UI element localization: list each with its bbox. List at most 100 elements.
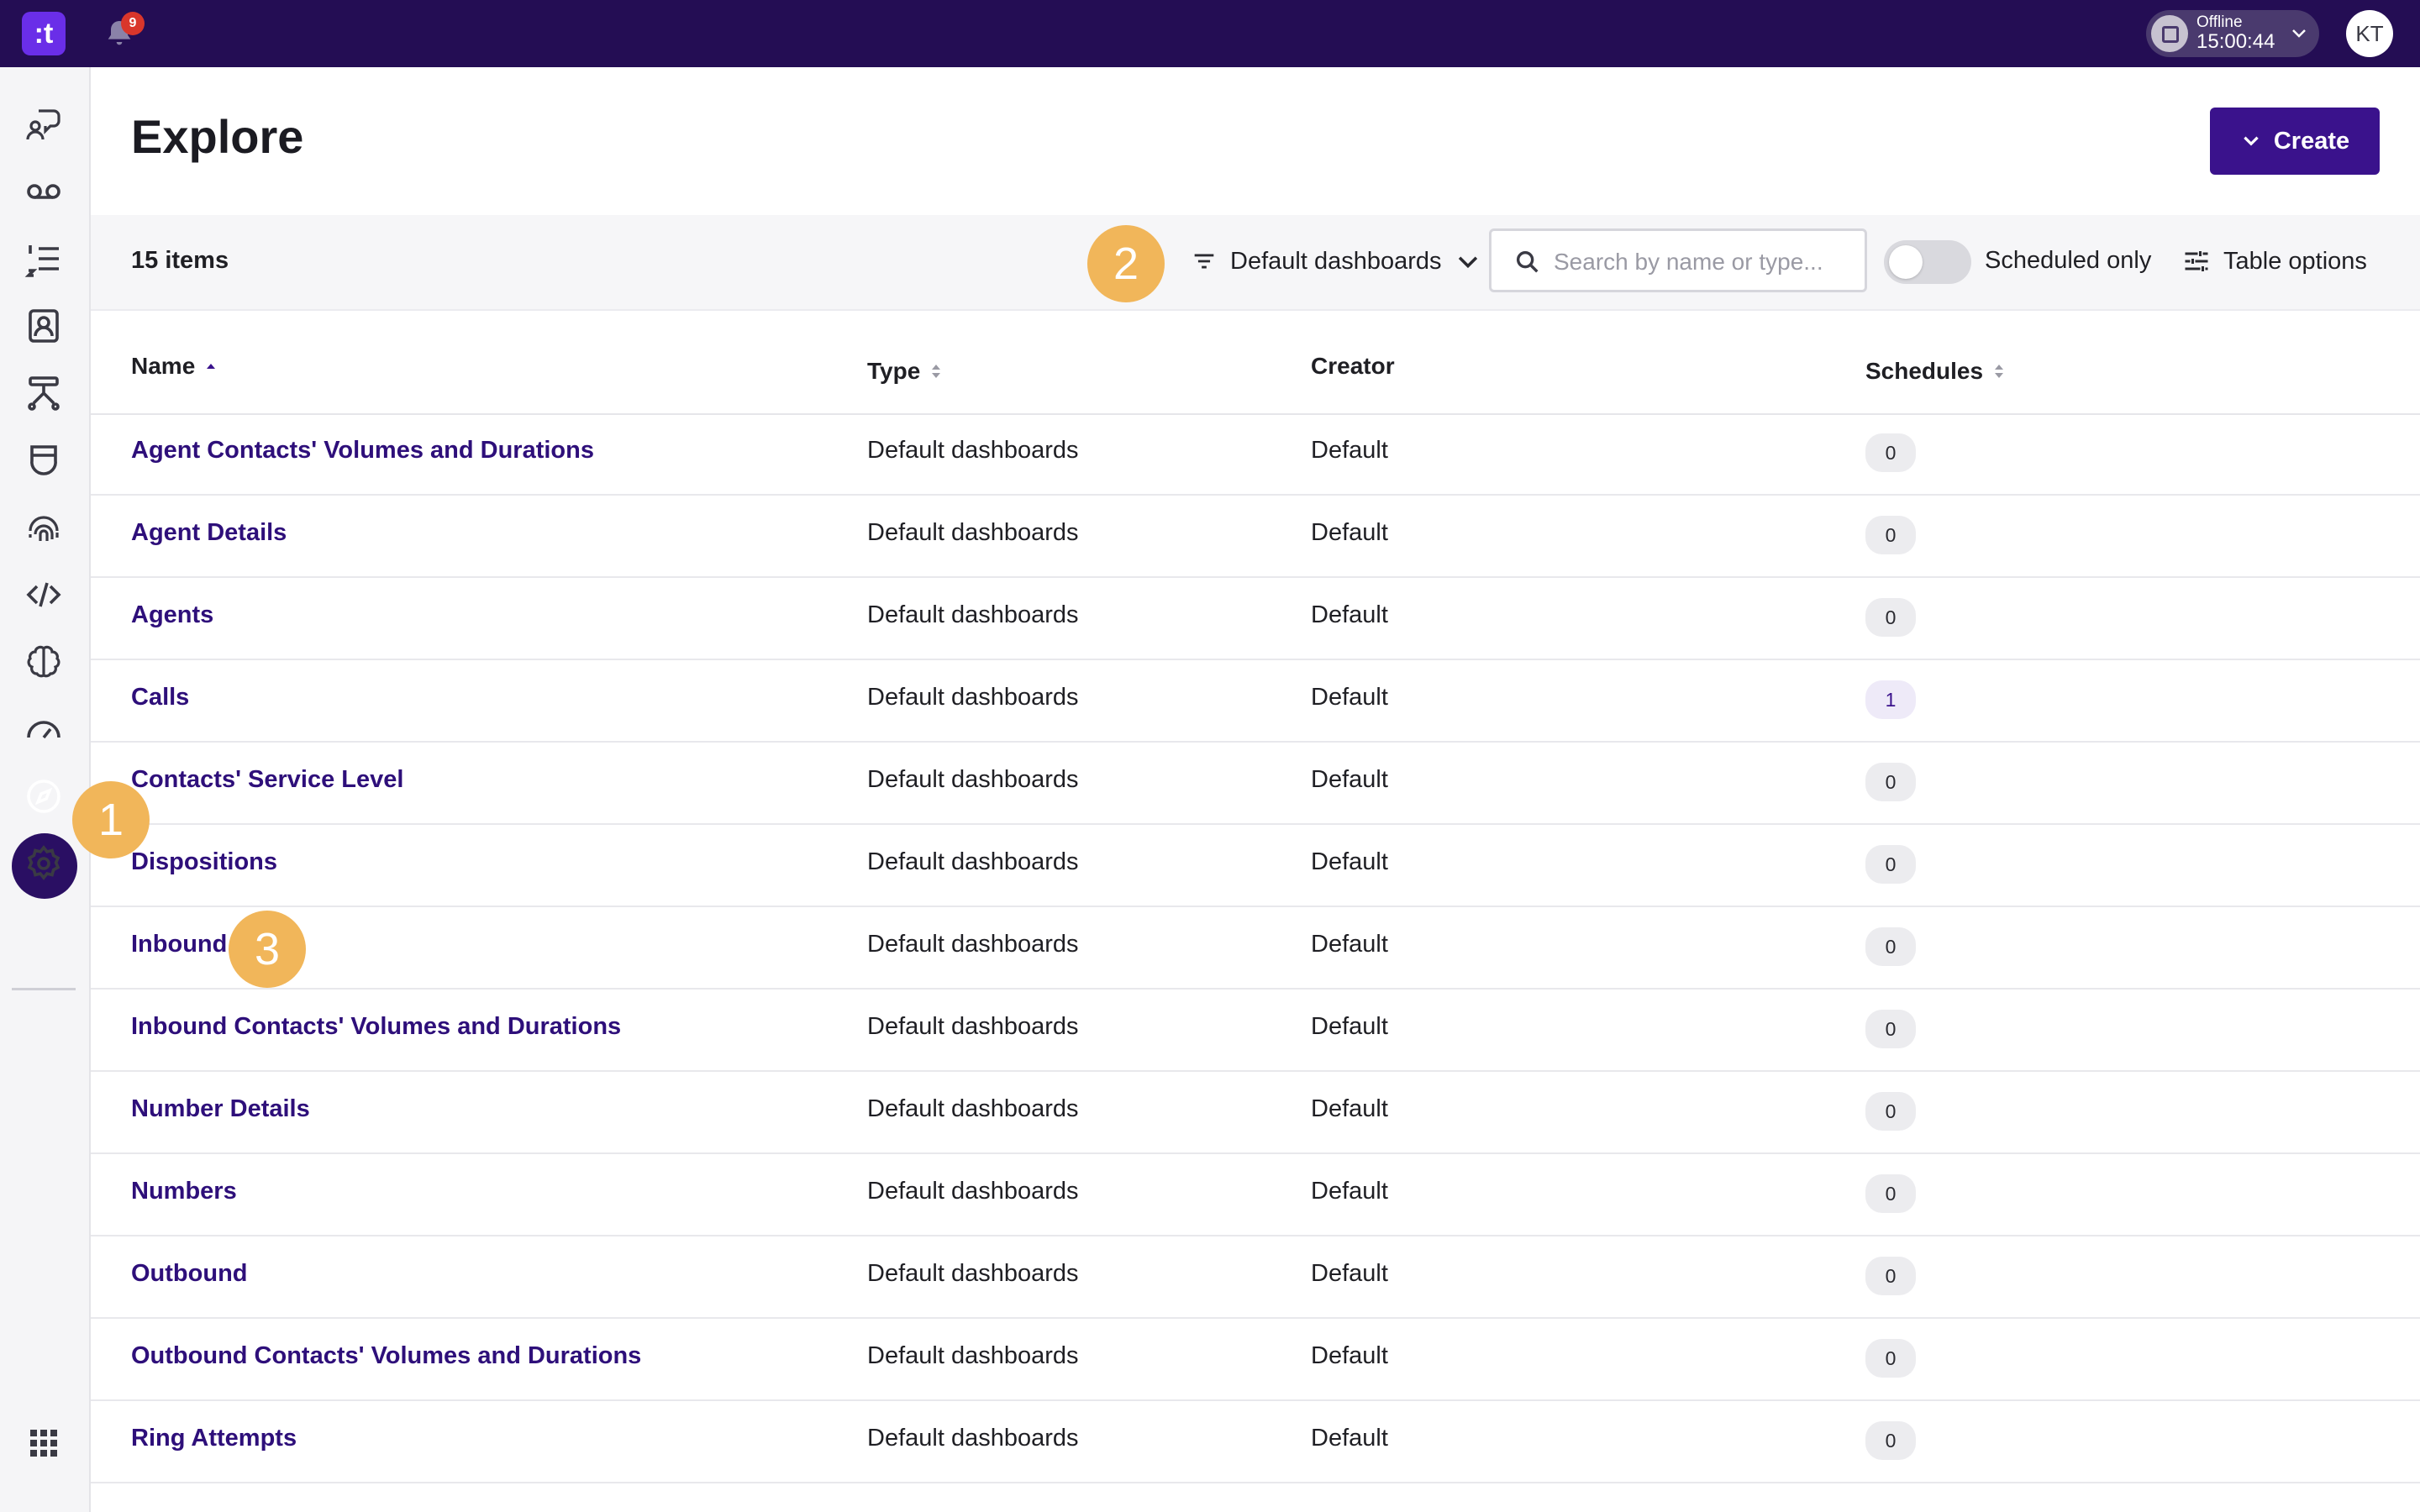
sort-icon [1995,365,2004,378]
sidebar-item-explore[interactable] [24,776,64,816]
dashboard-name-link[interactable]: Agent Contacts' Volumes and Durations [131,437,594,464]
fingerprint-icon [29,516,59,541]
sidebar-item-conversations[interactable] [24,104,64,144]
sidebar-item-security[interactable] [24,440,64,480]
dashboard-name-link[interactable]: Outbound [131,1260,248,1287]
dashboard-name-link[interactable]: Number Details [131,1095,310,1122]
table-row[interactable]: Agents Default dashboards Default 0 [91,578,2420,660]
table-row[interactable]: Contacts' Service Level Default dashboar… [91,743,2420,825]
voicemail-icon [27,184,60,199]
chevron-down-icon [2292,29,2306,38]
dashboard-creator: Default [1311,437,1388,464]
dashboard-type: Default dashboards [867,766,1079,793]
status-stop-icon [2151,15,2188,52]
table-row[interactable]: Agent Contacts' Volumes and Durations De… [91,413,2420,496]
dashboard-name-link[interactable]: Inbound [131,931,228,958]
sidebar-item-dashboards[interactable] [24,709,64,749]
column-header-creator-label: Creator [1311,353,1395,379]
table-row[interactable]: Numbers Default dashboards Default 0 [91,1154,2420,1236]
sidebar-item-queues[interactable] [24,239,64,279]
search-icon [1516,250,1539,273]
filter-icon [1194,254,1214,269]
dashboard-name-link[interactable]: Ring Attempts [131,1425,297,1452]
sidebar-active-indicator [12,833,77,899]
sort-ascending-icon [207,364,216,369]
dashboard-type: Default dashboards [867,1095,1079,1122]
table-options-label: Table options [2223,247,2367,275]
sidebar-item-voicemail[interactable] [24,171,64,212]
column-header-schedules[interactable]: Schedules [1865,358,2007,385]
dashboard-type: Default dashboards [867,1425,1079,1452]
table-row[interactable]: Outbound Default dashboards Default 0 [91,1236,2420,1319]
create-button[interactable]: Create [2210,108,2380,175]
status-label: Offline [2196,13,2243,31]
schedules-count-badge: 0 [1865,1092,1916,1131]
top-bar: :t 9 Offline 15:00:44 KT [0,0,2420,67]
sidebar-item-ai[interactable] [24,642,64,682]
code-icon [26,582,61,607]
schedules-count-badge: 0 [1865,433,1916,472]
dashboard-creator: Default [1311,601,1388,628]
sidebar-item-apps[interactable] [24,1423,64,1463]
scheduled-only-toggle[interactable] [1884,240,1971,284]
dashboard-type: Default dashboards [867,931,1079,958]
column-header-schedules-label: Schedules [1865,358,1984,384]
column-header-name-label: Name [131,353,196,379]
table-row[interactable]: Agent Details Default dashboards Default… [91,496,2420,578]
dashboard-name-link[interactable]: Numbers [131,1178,237,1205]
column-header-type[interactable]: Type [867,358,944,385]
dashboard-name-link[interactable]: Dispositions [131,848,278,875]
chevron-down-icon [1458,256,1477,269]
annotation-marker-1: 1 [72,781,150,858]
dashboard-name-link[interactable]: Outbound Contacts' Volumes and Durations [131,1342,642,1369]
sidebar-item-settings[interactable] [24,843,64,884]
notification-badge: 9 [121,12,145,35]
table-row[interactable]: Outbound Contacts' Volumes and Durations… [91,1319,2420,1401]
schedules-count-badge: 1 [1865,680,1916,719]
column-header-name[interactable]: Name [131,353,218,380]
column-header-type-label: Type [867,358,921,384]
list-numbered-icon [24,245,59,277]
scheduled-only-label: Scheduled only [1985,247,2152,274]
chevron-down-icon [2244,136,2259,146]
sliders-icon [2185,251,2208,271]
table-row[interactable]: Dispositions Default dashboards Default … [91,825,2420,907]
table-options-button[interactable]: Table options [2181,240,2367,282]
dashboard-type: Default dashboards [867,1342,1079,1369]
table-row[interactable]: Ring Attempts Default dashboards Default… [91,1401,2420,1483]
sidebar-item-identity[interactable] [24,507,64,548]
dashboard-name-link[interactable]: Calls [131,684,190,711]
dashboard-name-link[interactable]: Contacts' Service Level [131,766,404,793]
table-row[interactable]: Inbound Contacts' Volumes and Durations … [91,990,2420,1072]
table-row[interactable]: Calls Default dashboards Default 1 [91,660,2420,743]
table-row[interactable]: Inbound Default dashboards Default 0 [91,907,2420,990]
dashboard-creator: Default [1311,931,1388,958]
table-row[interactable]: Number Details Default dashboards Defaul… [91,1072,2420,1154]
dashboard-name-link[interactable]: Inbound Contacts' Volumes and Durations [131,1013,622,1040]
annotation-marker-3: 3 [229,911,306,988]
schedules-count-badge: 0 [1865,598,1916,637]
schedules-count-badge: 0 [1865,1339,1916,1378]
compass-icon [27,780,60,813]
agent-status-selector[interactable]: Offline 15:00:44 [2146,10,2319,57]
search-input[interactable] [1552,238,1858,286]
sidebar-item-routing[interactable] [24,373,64,413]
schedules-count-badge: 0 [1865,845,1916,884]
dashboard-name-link[interactable]: Agents [131,601,214,628]
sidebar-item-contacts[interactable] [24,306,64,346]
sidebar-item-developer[interactable] [24,575,64,615]
avatar[interactable]: KT [2346,10,2393,57]
app-logo[interactable]: :t [22,12,66,55]
type-filter-dropdown[interactable]: Default dashboards [1190,240,1482,282]
dashboard-creator: Default [1311,1260,1388,1287]
filter-label: Default dashboards [1230,247,1442,275]
workflow-icon [28,376,60,411]
table-header: Name Type Creator Schedules [91,309,2420,415]
dashboard-name-link[interactable]: Agent Details [131,519,287,546]
create-button-label: Create [2273,127,2350,155]
dashboard-creator: Default [1311,519,1388,546]
schedules-count-badge: 0 [1865,1010,1916,1048]
dashboard-type: Default dashboards [867,1260,1079,1287]
search-box[interactable] [1489,228,1867,292]
page-title: Explore [131,110,304,163]
